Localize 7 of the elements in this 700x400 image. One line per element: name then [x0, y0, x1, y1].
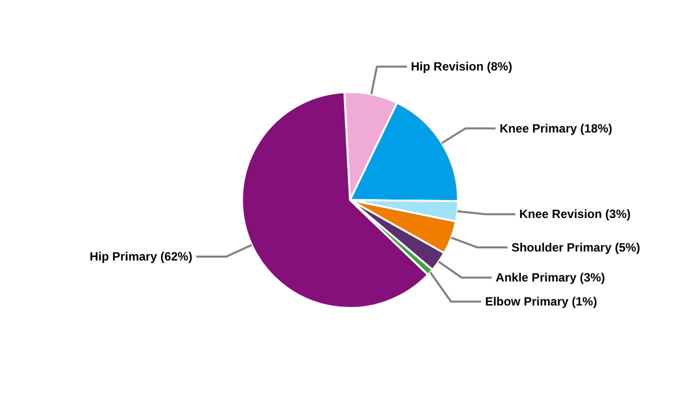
slice-label: Knee Revision (3%) [519, 207, 631, 222]
slice-label: Hip Primary (62%) [90, 250, 192, 264]
slice-label: Ankle Primary (3%) [496, 270, 606, 285]
slice-label: Elbow Primary (1%) [485, 294, 598, 309]
slice-label: Shoulder Primary (5%) [511, 240, 640, 254]
slice-label: Hip Revision (8%) [410, 60, 512, 74]
slice-label: Knee Primary (18%) [500, 121, 612, 136]
